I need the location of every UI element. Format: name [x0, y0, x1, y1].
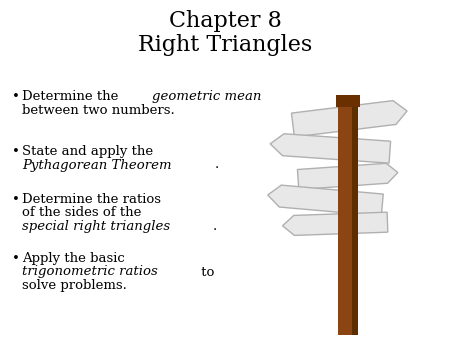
Bar	[351, 105, 358, 335]
Text: solve problems.: solve problems.	[22, 279, 127, 292]
Text: special right triangles: special right triangles	[22, 220, 170, 233]
Text: Determine the: Determine the	[22, 90, 122, 103]
Polygon shape	[270, 134, 391, 163]
Text: Right Triangles: Right Triangles	[138, 34, 312, 56]
Text: between two numbers.: between two numbers.	[22, 103, 175, 117]
Text: Pythagorean Theorem: Pythagorean Theorem	[22, 159, 171, 171]
Text: •: •	[12, 193, 20, 206]
Text: .: .	[213, 220, 217, 233]
Text: State and apply the: State and apply the	[22, 145, 153, 158]
Text: .: .	[215, 159, 219, 171]
Polygon shape	[283, 212, 388, 236]
Text: Chapter 8: Chapter 8	[169, 10, 281, 32]
Text: of the sides of the: of the sides of the	[22, 207, 141, 219]
Text: Determine the ratios: Determine the ratios	[22, 193, 161, 206]
Text: •: •	[12, 145, 20, 158]
Text: •: •	[12, 90, 20, 103]
Polygon shape	[297, 163, 398, 190]
Bar	[338, 105, 351, 335]
Text: Apply the basic: Apply the basic	[22, 252, 125, 265]
Polygon shape	[268, 185, 383, 216]
Text: trigonometric ratios: trigonometric ratios	[22, 266, 158, 279]
Text: geometric mean: geometric mean	[152, 90, 261, 103]
Bar	[336, 95, 360, 107]
Text: •: •	[12, 252, 20, 265]
Text: to: to	[197, 266, 215, 279]
Polygon shape	[292, 101, 407, 137]
